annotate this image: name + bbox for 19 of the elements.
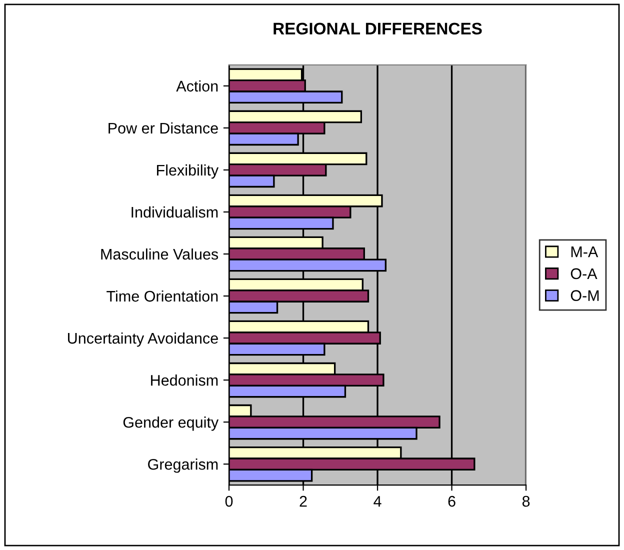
y-tick-label: Individualism <box>132 206 218 218</box>
y-tick-label: Masculine Values <box>101 248 218 260</box>
y-tick-label: Hedonism <box>151 374 218 386</box>
x-tick-label: 0 <box>225 496 233 507</box>
legend-label: M-A <box>571 246 598 258</box>
y-tick-label: Gender equity <box>123 416 219 431</box>
x-tick-label: 6 <box>448 496 456 507</box>
y-tick-label: Flexibility <box>157 164 219 179</box>
y-tick-label: Pow er Distance <box>108 122 218 134</box>
x-tick-label: 4 <box>374 496 382 507</box>
y-tick-label: Uncertainty Avoidance <box>68 332 218 347</box>
legend-label: O-M <box>570 290 599 301</box>
y-tick-label: Time Orientation <box>106 290 218 302</box>
x-tick-label: 8 <box>522 496 530 507</box>
chart-title: REGIONAL DIFFERENCES <box>274 22 482 35</box>
y-tick-label: Action <box>176 80 218 92</box>
y-tick-label: Gregarism <box>148 458 218 473</box>
x-tick-label: 2 <box>300 496 307 507</box>
legend-label: O-A <box>570 268 598 280</box>
